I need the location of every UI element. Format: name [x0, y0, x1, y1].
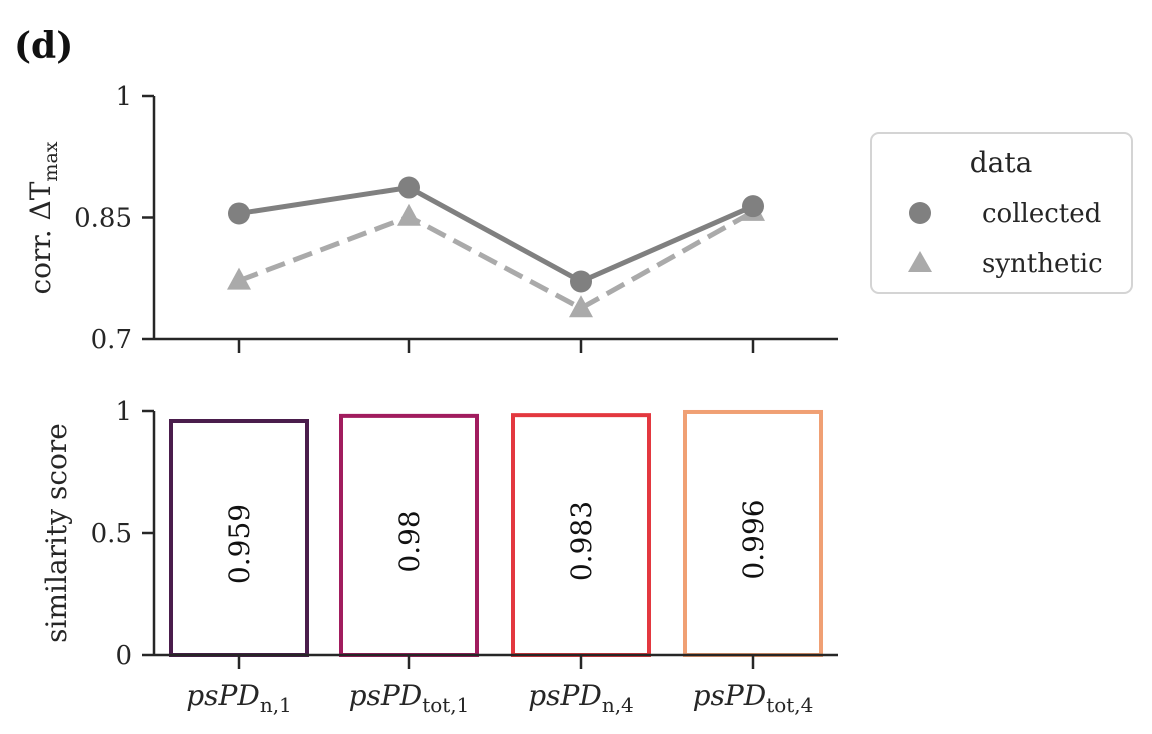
line-chart-panel: 0.7 0.85 1 corr. ΔTmax: [24, 82, 838, 355]
point-synthetic: [227, 267, 251, 290]
top-y-tick-label: 1: [115, 82, 132, 112]
legend-label-synthetic: synthetic: [982, 249, 1103, 279]
legend-title: data: [970, 146, 1033, 179]
line-series-group: [227, 176, 765, 318]
point-synthetic: [397, 203, 421, 226]
point-collected: [398, 176, 420, 199]
top-y-tick-label: 0.85: [74, 204, 132, 234]
legend-marker-synthetic: [908, 251, 932, 272]
bottom-y-tick-label: 1: [115, 397, 132, 427]
bottom-x-ticks: psPDn,1 psPDtot,1 psPDn,4 psPDtot,4: [186, 655, 813, 717]
bar-value-label: 0.98: [393, 510, 426, 572]
x-tick-label: psPDn,4: [528, 679, 634, 717]
bar-chart-panel: 0.959 0.98 0.983 0.996 00.51 psPDn,1 psPDtot…: [40, 397, 838, 717]
bottom-y-tick-label: 0: [115, 641, 132, 671]
bar-value-label: 0.996: [737, 499, 770, 579]
point-collected: [742, 195, 764, 218]
top-y-axis-label: corr. ΔTmax: [24, 141, 62, 294]
x-tick-label: psPDtot,1: [349, 679, 470, 717]
point-collected: [228, 202, 250, 225]
x-tick-label: psPDn,1: [186, 679, 292, 717]
legend-marker-collected: [909, 202, 931, 224]
bottom-y-tick-label: 0.5: [91, 519, 132, 549]
bottom-y-ticks: 00.51: [91, 397, 154, 671]
bars-group: 0.959 0.98 0.983 0.996: [169, 409, 823, 658]
top-y-tick-label: 0.7: [91, 325, 132, 355]
legend: data collected synthetic: [870, 132, 1133, 294]
top-y-ticks: 0.7 0.85 1: [74, 82, 154, 355]
legend-label-collected: collected: [982, 199, 1101, 229]
panel-label: (d): [14, 25, 73, 67]
series-line-collected: [238, 185, 755, 284]
bar-value-label: 0.959: [223, 504, 256, 584]
point-synthetic: [569, 295, 593, 318]
legend-frame: [870, 132, 1133, 294]
point-collected: [570, 270, 592, 293]
bottom-y-axis-label: similarity score: [40, 423, 73, 643]
series-line-synthetic: [238, 209, 755, 311]
bar-value-label: 0.983: [565, 501, 598, 581]
x-tick-label: psPDtot,4: [693, 679, 814, 717]
top-x-ticks: [237, 339, 755, 353]
